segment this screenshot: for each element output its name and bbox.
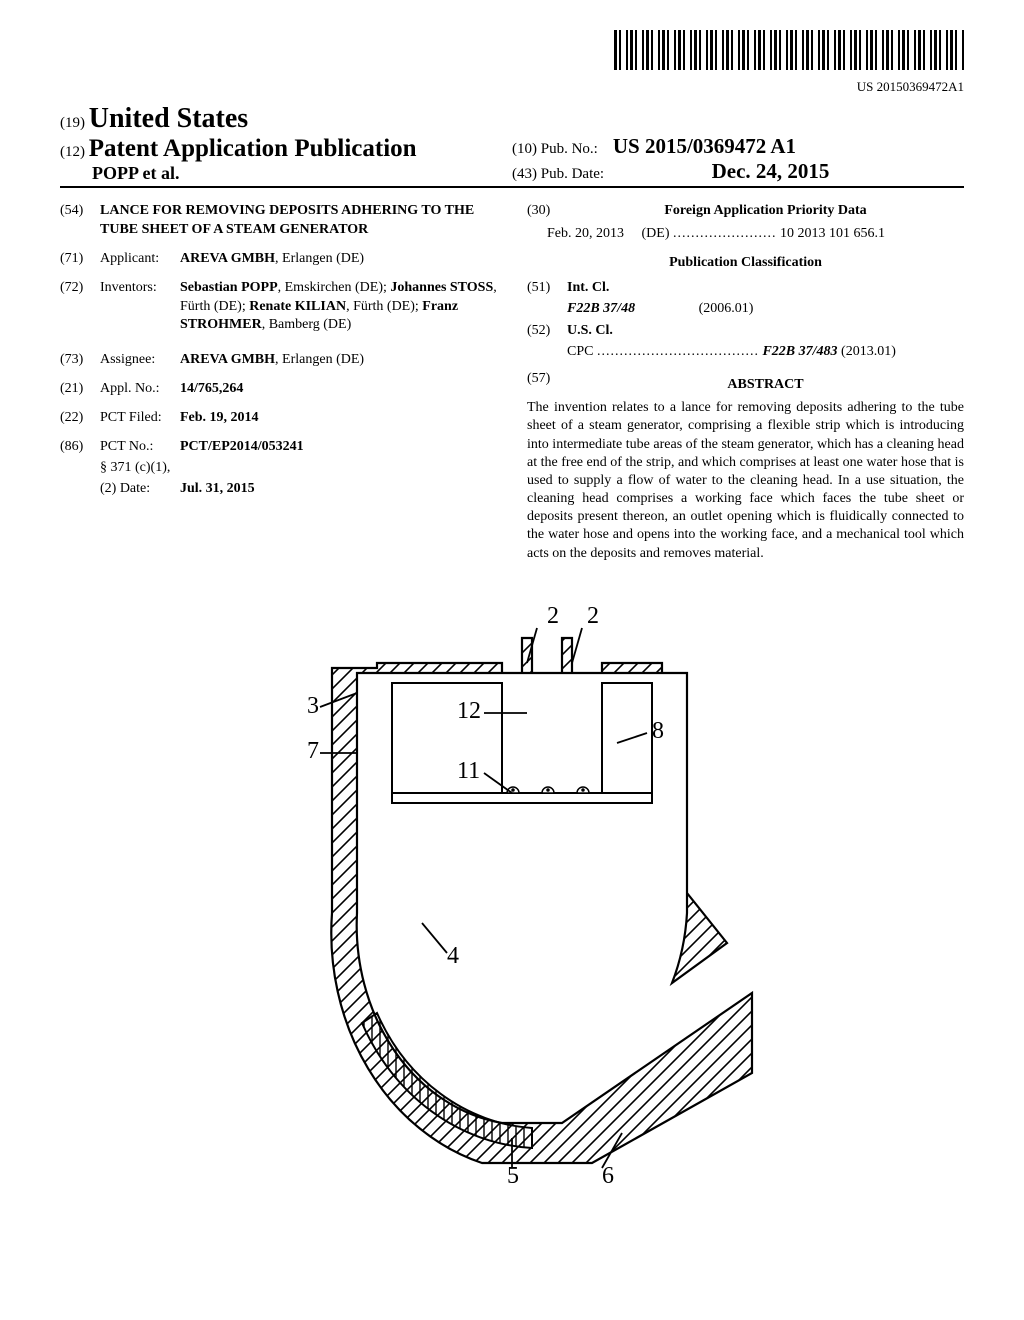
intcl-symbol: F22B 37/48 [567,301,635,316]
office-name: United States [89,103,248,134]
intcl-label: Int. Cl. [567,280,609,295]
svg-text:12: 12 [457,698,481,724]
pct-filed-label: PCT Filed: [100,409,180,428]
pubdate-label: Pub. Date: [541,166,604,182]
svg-text:11: 11 [457,758,480,784]
svg-text:6: 6 [602,1163,614,1189]
assignee-code: (73) [60,351,100,370]
authors-line: POPP et al. [60,163,512,184]
applicant-name: AREVA GMBH [180,251,275,266]
doc-kind-code: (12) [60,144,85,160]
priority-number: 10 2013 101 656.1 [780,226,885,241]
intcl-version: (2006.01) [699,301,754,316]
svg-text:5: 5 [507,1163,519,1189]
pubno-code: (10) [512,141,537,157]
uscl-label: U.S. Cl. [567,323,613,338]
priority-date: Feb. 20, 2013 [547,226,624,241]
classification-head: Publication Classification [527,254,964,273]
pct-number: PCT/EP2014/053241 [180,439,304,454]
right-column: (30) Foreign Application Priority Data F… [527,202,964,563]
cpc-version: (2013.01) [838,344,896,359]
pubno-value: US 2015/0369472 A1 [613,134,796,158]
pubdate-value: Dec. 24, 2015 [712,159,830,183]
priority-cc: (DE) [642,226,670,241]
appl-code: (21) [60,380,100,399]
intcl-code: (51) [527,279,567,298]
inventor-4-loc: , Bamberg (DE) [262,317,352,332]
pct-filed-date: Feb. 19, 2014 [180,410,259,425]
inventors-code: (72) [60,279,100,336]
inventor-1: Sebastian POPP [180,280,278,295]
s371-date: Jul. 31, 2015 [180,481,255,496]
header-block: (19) United States (12) Patent Applicati… [60,103,964,188]
svg-text:2: 2 [587,603,599,629]
svg-text:4: 4 [447,943,459,969]
assignee-loc: , Erlangen (DE) [275,352,364,367]
svg-text:8: 8 [652,718,664,744]
svg-text:7: 7 [307,738,319,764]
applicant-loc: , Erlangen (DE) [275,251,364,266]
applicant-code: (71) [60,250,100,269]
cpc-label: CPC [567,344,593,359]
inventor-3-loc: , Fürth (DE); [346,299,422,314]
barcode-number: US 20150369472A1 [60,79,964,95]
abstract-text: The invention relates to a lance for rem… [527,399,964,563]
appl-number: 14/765,264 [180,381,243,396]
s371-label: § 371 (c)(1), [100,459,497,478]
inventors-label: Inventors: [100,279,180,336]
cpc-dots: .................................... [597,344,759,359]
priority-head: Foreign Application Priority Data [664,203,866,218]
doc-kind-text: Patent Application Publication [89,135,417,162]
office-code: (19) [60,115,85,131]
s371-date-label: (2) Date: [100,480,180,499]
invention-title: LANCE FOR REMOVING DEPOSITS ADHERING TO … [100,202,497,240]
cpc-symbol: F22B 37/483 [762,344,837,359]
pubdate-code: (43) [512,166,537,182]
svg-text:3: 3 [307,693,319,719]
applicant-label: Applicant: [100,250,180,269]
left-column: (54) LANCE FOR REMOVING DEPOSITS ADHERIN… [60,202,497,563]
pubno-label: Pub. No.: [541,141,598,157]
priority-code: (30) [527,202,567,221]
pct-no-label: PCT No.: [100,438,180,457]
assignee-name: AREVA GMBH [180,352,275,367]
title-code: (54) [60,202,100,240]
appl-label: Appl. No.: [100,380,180,399]
inventor-3: Renate KILIAN [249,299,346,314]
abstract-head: ABSTRACT [567,376,964,395]
priority-dots: ....................... [673,226,777,241]
abstract-code: (57) [527,370,567,399]
patent-figure: 2 2 3 7 12 11 8 4 5 6 [232,593,792,1233]
uscl-code: (52) [527,322,567,341]
pct-filed-code: (22) [60,409,100,428]
inventor-1-loc: , Emskirchen (DE); [278,280,391,295]
pct-no-code: (86) [60,438,100,457]
svg-text:2: 2 [547,603,559,629]
barcode-graphic [614,30,964,70]
inventor-2: Johannes STOSS [390,280,493,295]
assignee-label: Assignee: [100,351,180,370]
